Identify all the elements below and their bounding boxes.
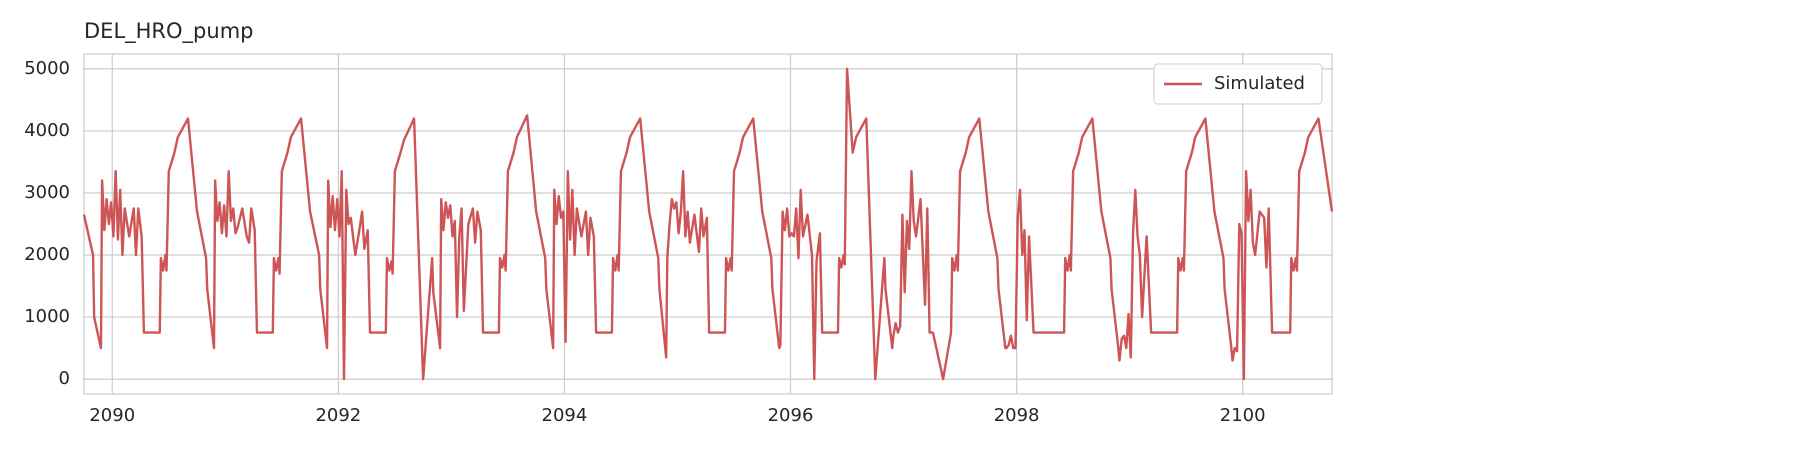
y-tick-label: 2000 [24,244,70,265]
x-tick-label: 2094 [542,405,588,426]
data-line [82,67,1334,381]
y-tick-label: 3000 [24,182,70,203]
y-tick-label: 5000 [24,58,70,79]
x-tick-label: 2100 [1220,405,1266,426]
y-tick-label: 0 [59,368,70,389]
x-tick-label: 2096 [768,405,814,426]
y-tick-label: 4000 [24,120,70,141]
x-tick-label: 2098 [994,405,1040,426]
x-tick-label: 2092 [315,405,361,426]
chart-title: DEL_HRO_pump [84,19,253,44]
x-tick-label: 2090 [89,405,135,426]
y-tick-label: 1000 [24,306,70,327]
legend-label: Simulated [1214,73,1305,94]
legend-box [1153,63,1323,105]
